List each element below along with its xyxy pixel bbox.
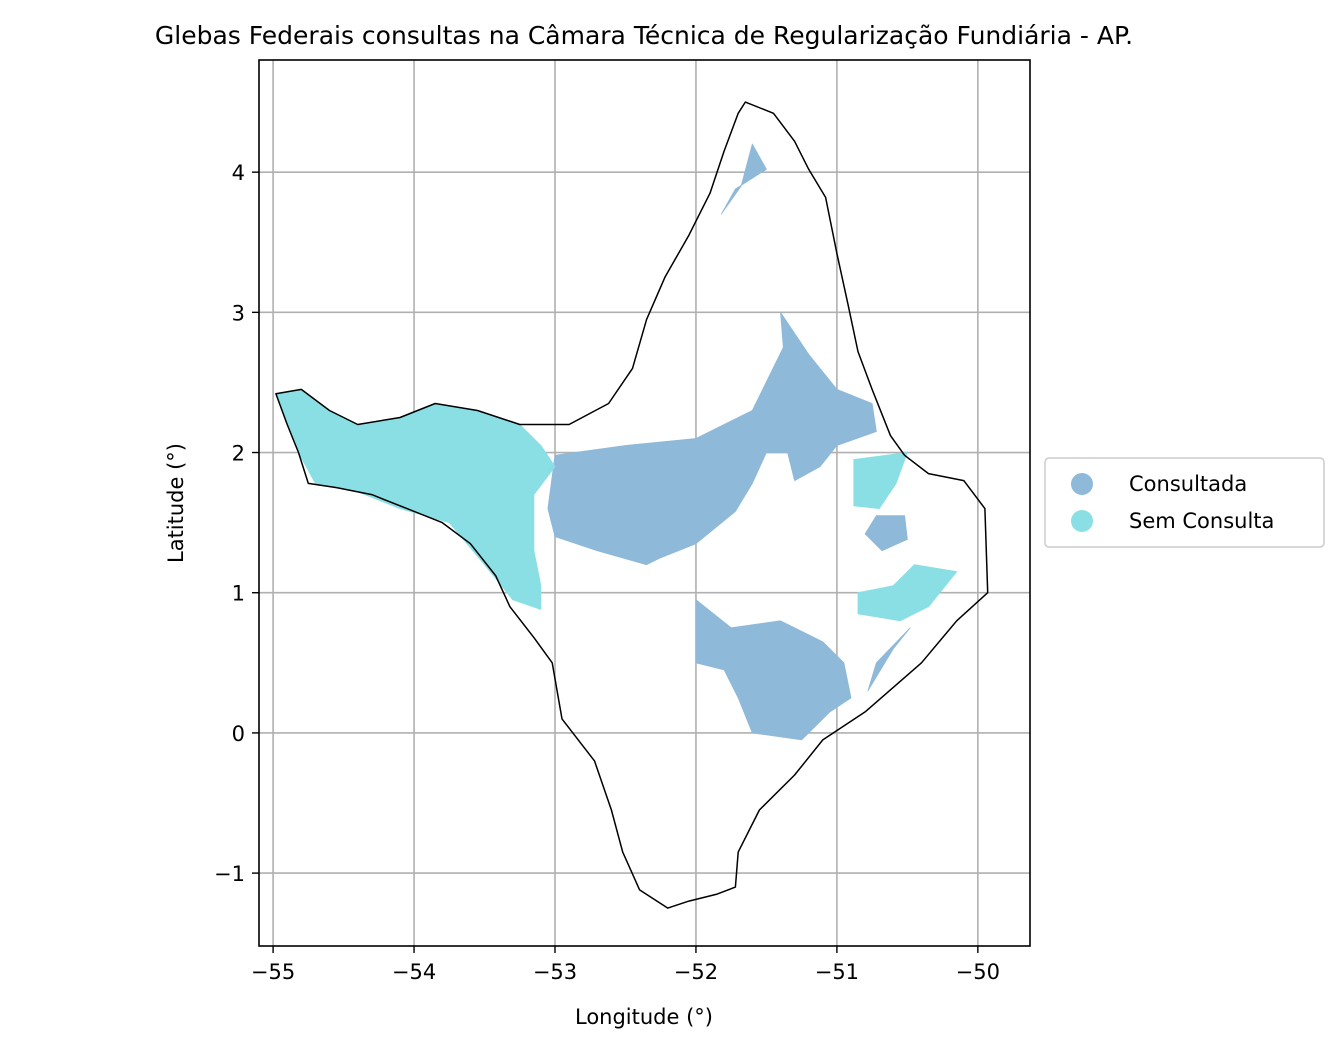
legend-label-consultada: Consultada (1129, 472, 1247, 496)
plot-frame (258, 59, 1031, 947)
legend-marker-sem-consulta (1071, 510, 1093, 532)
x-tick-label-1: −54 (392, 960, 436, 984)
y-axis: −1 0 1 2 3 4 (214, 161, 259, 886)
y-tick-label-3: 2 (232, 442, 245, 466)
legend-label-sem-consulta: Sem Consulta (1129, 509, 1274, 533)
y-tick-label-4: 3 (232, 301, 245, 325)
x-tick-label-0: −55 (251, 960, 295, 984)
gleba-consultada-0 (720, 143, 767, 215)
x-tick-label-5: −50 (956, 960, 1000, 984)
gleba-consultada-4 (695, 599, 852, 741)
gleba-consultada-1 (547, 311, 877, 566)
legend-marker-consultada (1071, 473, 1093, 495)
x-axis-label: Longitude (°) (575, 1005, 713, 1029)
legend-box (1044, 457, 1325, 548)
glebas-layer (275, 143, 958, 741)
x-tick-label-2: −53 (533, 960, 577, 984)
grid-layer (259, 60, 1030, 946)
state-outline (275, 101, 989, 909)
y-axis-label: Latitude (°) (164, 443, 188, 563)
y-tick-label-1: 0 (232, 722, 245, 746)
legend: Consultada Sem Consulta (1044, 457, 1325, 548)
gleba-sem-consulta-1 (853, 452, 908, 509)
gleba-consultada-2 (864, 515, 908, 552)
y-tick-label-5: 4 (232, 161, 245, 185)
x-axis: −55 −54 −53 −52 −51 −50 (251, 946, 1000, 984)
y-tick-label-0: −1 (214, 862, 245, 886)
y-tick-label-2: 1 (232, 582, 245, 606)
gleba-sem-consulta-2 (857, 564, 958, 622)
chart-title: Glebas Federais consultas na Câmara Técn… (155, 21, 1133, 50)
x-tick-label-4: −51 (815, 960, 859, 984)
x-tick-label-3: −52 (674, 960, 718, 984)
gleba-consultada-3 (867, 627, 911, 692)
